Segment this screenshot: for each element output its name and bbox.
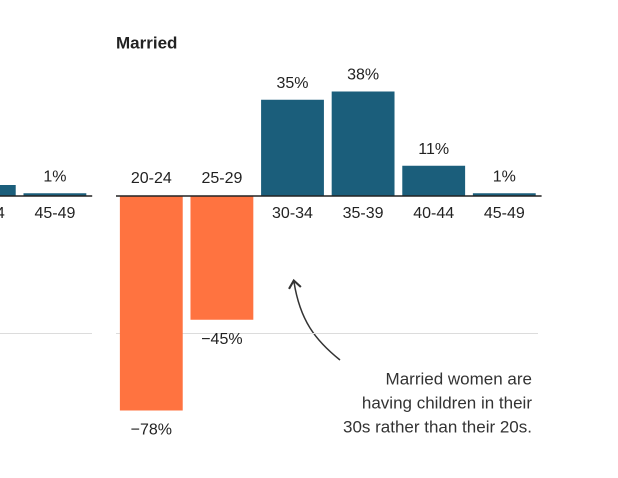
bar <box>472 193 536 196</box>
value-label: 11% <box>418 141 449 158</box>
bar <box>23 193 87 196</box>
x-tick-label: 30-34 <box>272 205 313 222</box>
value-label: 35% <box>276 75 308 92</box>
bar <box>402 165 466 196</box>
annotation-arrow <box>288 278 341 361</box>
value-label: −45% <box>201 331 242 348</box>
annotation: Married women are <box>386 369 532 388</box>
bar <box>331 91 395 196</box>
annotation: having children in their <box>362 393 532 412</box>
bar <box>190 196 254 320</box>
x-tick-label: 40-44 <box>413 205 454 222</box>
value-label: −78% <box>131 422 172 439</box>
x-tick-label: 25-29 <box>201 170 242 187</box>
value-label: 1% <box>43 168 66 185</box>
value-label: 38% <box>347 67 379 84</box>
bar <box>119 196 183 411</box>
x-tick-label: 35-39 <box>343 205 384 222</box>
chart-title: Married <box>116 33 177 52</box>
bar <box>0 185 16 196</box>
x-tick-label: 40-44 <box>0 205 5 222</box>
value-label: 1% <box>493 168 516 185</box>
bar <box>261 99 324 196</box>
x-tick-label: 45-49 <box>484 205 525 222</box>
x-tick-label: 20-24 <box>131 170 172 187</box>
x-tick-label: 45-49 <box>34 205 75 222</box>
annotation: 30s rather than their 20s. <box>343 417 532 436</box>
